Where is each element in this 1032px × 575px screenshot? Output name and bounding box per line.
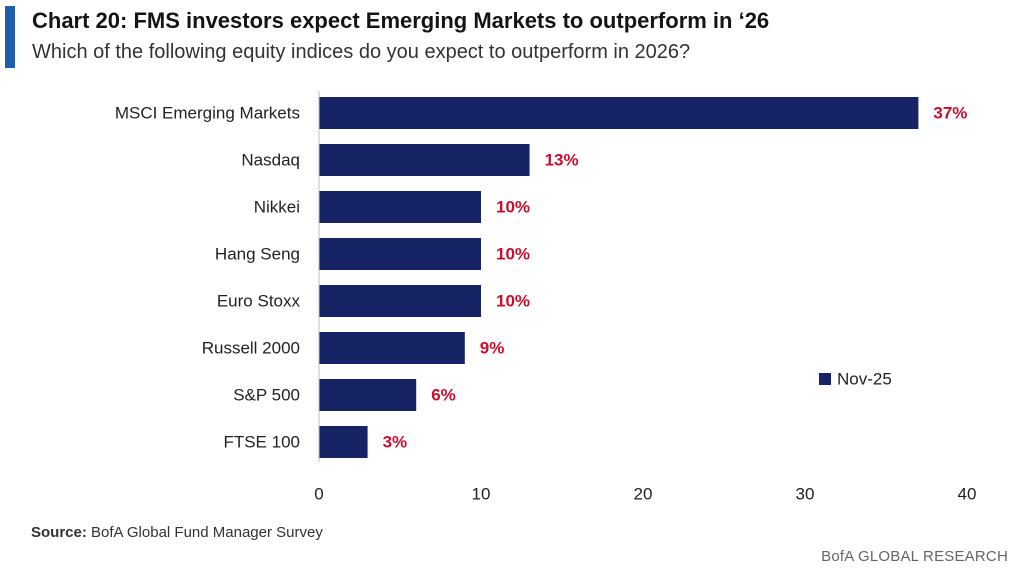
data-label: 10% xyxy=(496,292,530,311)
data-label: 3% xyxy=(383,433,408,452)
x-tick-label: 40 xyxy=(958,485,977,504)
category-label: Euro Stoxx xyxy=(217,292,301,311)
data-label: 9% xyxy=(480,339,505,358)
category-label: Russell 2000 xyxy=(202,339,300,358)
title-accent-bar xyxy=(5,6,15,68)
data-label: 10% xyxy=(496,198,530,217)
bar xyxy=(319,238,481,270)
category-label: MSCI Emerging Markets xyxy=(115,104,300,123)
bar-chart: MSCI Emerging Markets 37% Nasdaq 13% Nikkei 1… xyxy=(115,91,977,504)
chart-subtitle: Which of the following equity indices do… xyxy=(32,41,691,63)
data-label: 13% xyxy=(545,151,579,170)
x-tick-label: 10 xyxy=(472,485,491,504)
x-tick-label: 0 xyxy=(314,485,323,504)
legend-swatch xyxy=(819,373,831,385)
bar xyxy=(319,426,368,458)
source-text: BofA Global Fund Manager Survey xyxy=(91,524,323,541)
data-label: 6% xyxy=(431,386,456,405)
bar xyxy=(319,285,481,317)
category-label: S&P 500 xyxy=(233,386,300,405)
category-label: FTSE 100 xyxy=(223,433,300,452)
data-label: 37% xyxy=(933,104,967,123)
category-label: Nasdaq xyxy=(241,151,300,170)
bar xyxy=(319,379,417,411)
x-tick-label: 30 xyxy=(796,485,815,504)
data-label: 10% xyxy=(496,245,530,264)
bar xyxy=(319,144,530,176)
source-note: Source: BofA Global Fund Manager Survey xyxy=(31,524,323,541)
branding-footer: BofA GLOBAL RESEARCH xyxy=(821,548,1008,565)
source-label: Source: xyxy=(31,524,87,541)
category-label: Hang Seng xyxy=(215,245,300,264)
bar xyxy=(319,191,481,223)
legend-label: Nov-25 xyxy=(837,370,892,389)
chart-title: Chart 20: FMS investors expect Emerging … xyxy=(32,8,770,33)
category-label: Nikkei xyxy=(254,198,300,217)
bar xyxy=(319,97,919,129)
bar xyxy=(319,332,465,364)
x-tick-label: 20 xyxy=(634,485,653,504)
